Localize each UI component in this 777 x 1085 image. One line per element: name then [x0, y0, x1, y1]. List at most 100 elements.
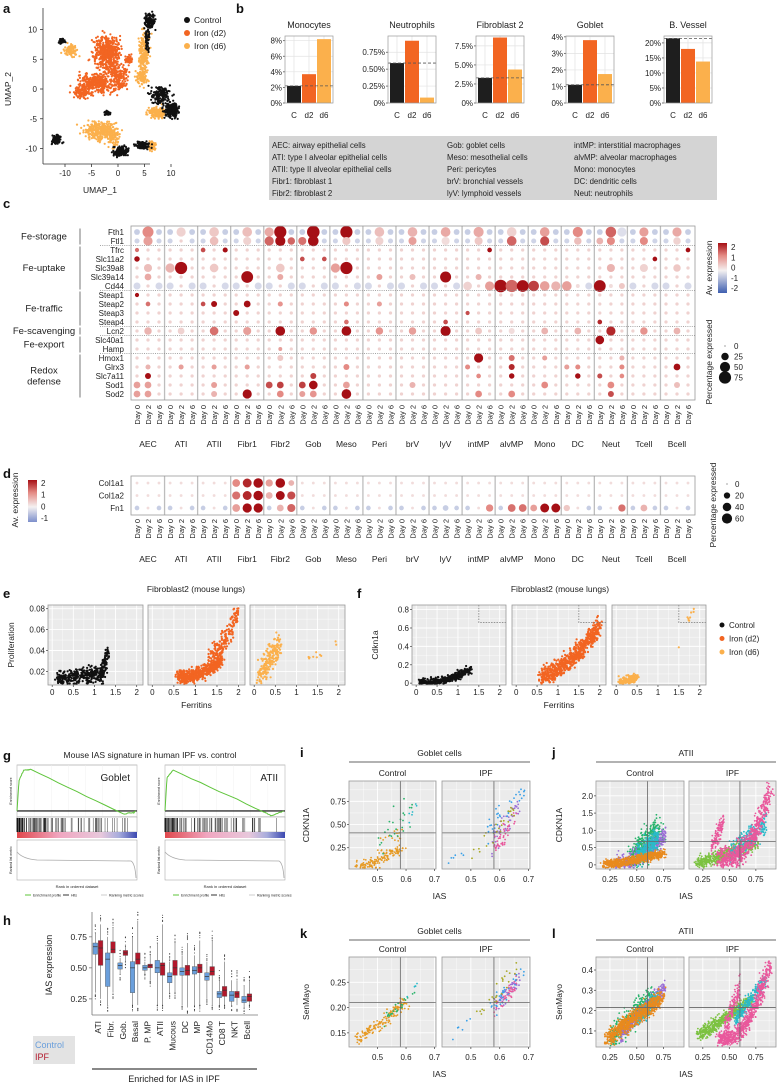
expression-dot [322, 494, 326, 497]
expression-dot [587, 248, 591, 252]
umap-point [84, 79, 87, 82]
expression-dot [631, 257, 635, 261]
umap-point [99, 79, 102, 82]
bar-subplot: 0%5%10%15%20%C d2 d6B. Vessel [645, 20, 713, 120]
expression-dot [310, 373, 317, 379]
umap-point [144, 69, 147, 72]
day-label: Day 2 [640, 405, 649, 425]
expression-dot [212, 248, 216, 252]
day-label: Day 6 [519, 405, 528, 425]
expression-dot [630, 505, 636, 511]
expression-dot [587, 347, 591, 351]
expression-dot [179, 248, 183, 252]
expression-dot [179, 356, 183, 360]
expression-dot [653, 374, 657, 378]
group-label: DC [572, 554, 584, 564]
expression-dot [664, 365, 668, 369]
umap-point [97, 122, 100, 126]
expression-dot [388, 248, 393, 252]
umap-point [125, 151, 128, 154]
day-label: Day 6 [155, 519, 164, 539]
expression-dot [341, 389, 352, 399]
expression-dot [476, 257, 481, 261]
umap-point [136, 140, 139, 143]
expression-dot [157, 338, 161, 342]
expression-dot [576, 383, 580, 387]
legend-label: Control [194, 15, 222, 25]
umap-point [141, 141, 144, 144]
umap-point [154, 93, 157, 96]
expression-dot [344, 275, 349, 279]
expression-dot [421, 347, 426, 351]
expression-dot [278, 293, 282, 297]
expression-dot [598, 275, 602, 279]
expression-dot [156, 505, 162, 511]
day-label: Day 0 [662, 405, 671, 425]
expression-dot [675, 275, 679, 279]
expression-dot [267, 320, 271, 324]
expression-dot [300, 248, 304, 252]
expression-dot [288, 229, 295, 235]
day-label: Day 0 [629, 519, 638, 539]
umap-point [99, 72, 102, 75]
expression-dot [256, 311, 260, 315]
expression-dot [344, 374, 349, 378]
subplot-title: Neutrophils [389, 20, 435, 30]
expression-dot [476, 302, 481, 306]
expression-dot [421, 320, 426, 324]
expression-dot [410, 266, 415, 270]
expression-dot [366, 275, 371, 279]
panel-letter: i [300, 745, 304, 760]
umap-point [126, 58, 129, 62]
expression-dot [144, 327, 152, 335]
umap-point [150, 86, 153, 89]
expression-dot [400, 494, 403, 497]
expression-dot [387, 238, 394, 244]
umap-point [137, 81, 140, 84]
expression-dot [631, 347, 635, 351]
y-tick-label: -10 [25, 145, 37, 154]
expression-dot [275, 478, 286, 488]
expression-dot [300, 329, 304, 333]
expression-dot [322, 365, 326, 369]
expression-dot [309, 390, 317, 398]
expression-dot [234, 266, 238, 270]
expression-dot [388, 293, 393, 297]
expression-dot [256, 248, 260, 252]
umap-point [123, 77, 126, 80]
expression-dot [465, 338, 470, 342]
expression-dot [532, 248, 536, 252]
expression-dot [464, 229, 471, 235]
expression-dot [355, 266, 360, 270]
day-label: Day 2 [276, 519, 285, 539]
expression-dot [420, 238, 427, 244]
day-label: Day 0 [265, 405, 274, 425]
umap-point [91, 79, 94, 82]
expression-dot [421, 257, 426, 261]
expression-dot [135, 356, 139, 360]
umap-point [142, 80, 145, 83]
expression-dot [663, 505, 669, 511]
expression-dot [201, 347, 205, 351]
expression-dot [322, 347, 326, 351]
umap-point [78, 82, 82, 85]
umap-point [110, 86, 113, 89]
expression-dot [179, 302, 183, 306]
umap-point [107, 48, 110, 52]
y-tick-label: 0% [373, 99, 385, 108]
umap-point [51, 134, 54, 137]
expression-dot [664, 383, 668, 387]
umap-point [136, 71, 139, 75]
expression-dot [289, 329, 293, 333]
expression-dot [476, 320, 481, 324]
expression-dot [188, 282, 196, 290]
expression-dot [543, 275, 547, 279]
expression-dot [333, 374, 338, 378]
y-tick-label: 10 [28, 26, 37, 35]
umap-point [94, 122, 98, 125]
umap-point [114, 140, 118, 143]
expression-dot [620, 320, 624, 324]
umap-point [72, 55, 76, 59]
umap-point [110, 132, 113, 135]
